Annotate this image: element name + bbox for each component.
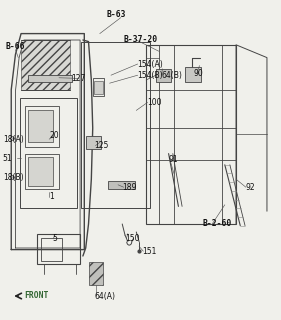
Text: 189: 189 [122,183,137,192]
Text: 64(B): 64(B) [162,71,182,80]
Bar [94,81,103,94]
Text: 150: 150 [125,234,140,243]
Bar [81,42,150,208]
Text: 20: 20 [49,132,59,140]
Text: 154(A): 154(A) [138,60,164,68]
Bar [21,40,70,90]
Bar [28,110,53,142]
Bar [28,157,53,186]
Text: 18(B): 18(B) [3,173,23,182]
Text: B-37-20: B-37-20 [124,36,158,44]
Text: 151: 151 [142,247,156,256]
Bar [108,181,135,189]
Bar [156,69,171,82]
Text: 18(A): 18(A) [3,135,24,144]
Text: 127: 127 [72,74,86,83]
Bar [28,75,72,82]
Text: 100: 100 [148,98,162,107]
Text: 92: 92 [246,183,255,192]
Text: 154(B): 154(B) [138,71,163,80]
Text: FRONT: FRONT [24,292,48,300]
Bar [185,67,201,82]
Text: 64(A): 64(A) [94,292,115,300]
Text: 1: 1 [49,192,54,201]
Bar [146,45,236,224]
Text: 91: 91 [169,156,178,164]
Text: 5: 5 [52,234,57,243]
Text: 51: 51 [3,154,12,163]
Bar [41,238,62,261]
Bar [93,78,104,96]
Bar [20,98,77,208]
Bar [86,136,101,149]
Text: B-63: B-63 [107,10,126,19]
Text: 125: 125 [94,141,108,150]
Text: 90: 90 [194,69,204,78]
Bar [25,106,59,147]
Bar [89,262,103,285]
Bar [37,234,80,264]
Bar [25,154,59,189]
Text: B-2-60: B-2-60 [202,220,232,228]
Text: B-66: B-66 [6,42,25,51]
